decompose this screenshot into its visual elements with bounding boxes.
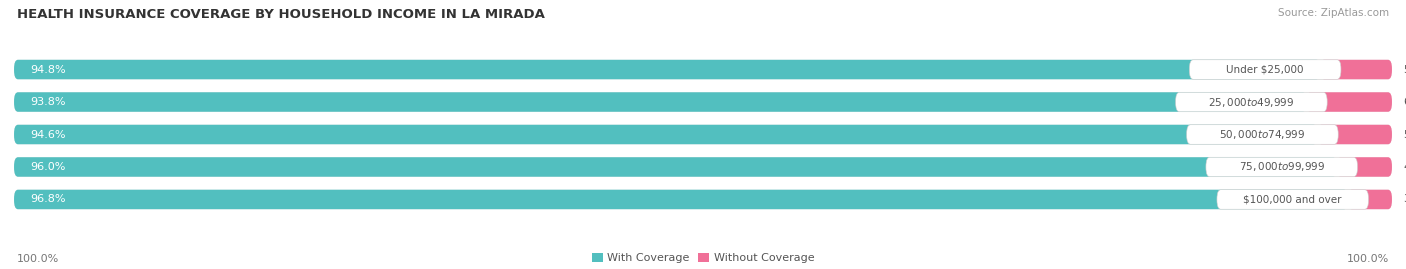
FancyBboxPatch shape [14,125,1392,144]
FancyBboxPatch shape [14,92,1306,112]
FancyBboxPatch shape [1175,92,1327,112]
FancyBboxPatch shape [1348,190,1392,209]
FancyBboxPatch shape [14,60,1320,79]
Text: $50,000 to $74,999: $50,000 to $74,999 [1219,128,1306,141]
FancyBboxPatch shape [14,190,1392,209]
Text: 4.0%: 4.0% [1403,162,1406,172]
FancyBboxPatch shape [14,157,1392,177]
FancyBboxPatch shape [14,92,1392,112]
Text: HEALTH INSURANCE COVERAGE BY HOUSEHOLD INCOME IN LA MIRADA: HEALTH INSURANCE COVERAGE BY HOUSEHOLD I… [17,8,544,21]
FancyBboxPatch shape [1187,125,1339,144]
Text: 94.6%: 94.6% [31,129,66,140]
Text: 6.2%: 6.2% [1403,97,1406,107]
Text: 3.2%: 3.2% [1403,194,1406,204]
Text: $100,000 and over: $100,000 and over [1243,194,1341,204]
FancyBboxPatch shape [14,60,1392,79]
Text: 96.8%: 96.8% [31,194,66,204]
FancyBboxPatch shape [14,125,1317,144]
FancyBboxPatch shape [1337,157,1392,177]
Text: 94.8%: 94.8% [31,65,66,75]
FancyBboxPatch shape [1306,92,1392,112]
Text: $25,000 to $49,999: $25,000 to $49,999 [1208,95,1295,108]
FancyBboxPatch shape [1218,190,1368,209]
FancyBboxPatch shape [1206,157,1358,177]
FancyBboxPatch shape [14,190,1348,209]
FancyBboxPatch shape [1320,60,1392,79]
Text: 100.0%: 100.0% [17,254,59,264]
Text: 5.4%: 5.4% [1403,129,1406,140]
Text: 93.8%: 93.8% [31,97,66,107]
FancyBboxPatch shape [1317,125,1392,144]
Legend: With Coverage, Without Coverage: With Coverage, Without Coverage [592,253,814,263]
Text: 96.0%: 96.0% [31,162,66,172]
Text: 100.0%: 100.0% [1347,254,1389,264]
FancyBboxPatch shape [14,157,1337,177]
Text: $75,000 to $99,999: $75,000 to $99,999 [1239,161,1324,174]
Text: Under $25,000: Under $25,000 [1226,65,1303,75]
FancyBboxPatch shape [1189,60,1341,79]
Text: 5.2%: 5.2% [1403,65,1406,75]
Text: Source: ZipAtlas.com: Source: ZipAtlas.com [1278,8,1389,18]
